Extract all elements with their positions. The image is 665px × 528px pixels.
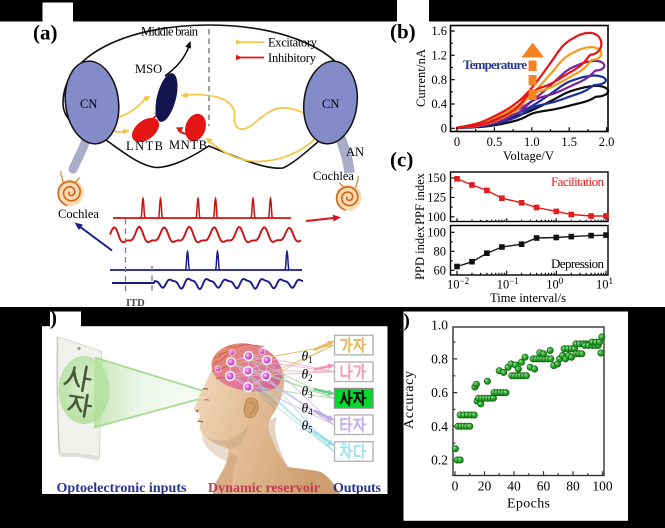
svg-text:(b): (b) — [390, 20, 416, 44]
svg-text:1.6: 1.6 — [431, 24, 447, 38]
svg-text:CN: CN — [80, 97, 97, 111]
svg-text:1.5: 1.5 — [561, 135, 577, 149]
svg-text:Accuracy: Accuracy — [402, 371, 417, 429]
svg-text:Time interval/s: Time interval/s — [490, 291, 566, 305]
svg-text:150: 150 — [427, 171, 446, 185]
svg-text:0: 0 — [441, 122, 447, 136]
svg-text:Outputs: Outputs — [333, 481, 382, 496]
svg-text:θ3: θ3 — [302, 384, 314, 401]
svg-text:1.0: 1.0 — [524, 135, 540, 149]
svg-text:Cochlea: Cochlea — [313, 169, 354, 183]
svg-text:Facilitation: Facilitation — [551, 174, 605, 189]
svg-text:(c): (c) — [390, 148, 413, 172]
svg-text:Excitatory: Excitatory — [268, 36, 318, 50]
svg-text:Temperature: Temperature — [463, 57, 527, 72]
svg-text:Inhibitory: Inhibitory — [268, 51, 317, 65]
svg-text:0.2: 0.2 — [431, 453, 448, 468]
svg-text:40: 40 — [507, 479, 521, 494]
svg-text:(a): (a) — [33, 21, 58, 45]
svg-text:Middle brain: Middle brain — [141, 25, 199, 39]
svg-text:100: 100 — [427, 225, 446, 239]
svg-text:80: 80 — [566, 479, 580, 494]
svg-text:MSO: MSO — [135, 62, 162, 76]
svg-text:1.2: 1.2 — [431, 49, 447, 63]
svg-text:AN: AN — [346, 145, 364, 159]
svg-text:Depression: Depression — [551, 256, 605, 271]
svg-text:0.8: 0.8 — [431, 73, 447, 87]
svg-text:Dynamic reservoir: Dynamic reservoir — [208, 481, 320, 496]
svg-text:Cochlea: Cochlea — [58, 207, 99, 221]
svg-text:0.4: 0.4 — [431, 419, 448, 434]
svg-text:Voltage/V: Voltage/V — [503, 149, 554, 163]
svg-text:θ5: θ5 — [302, 418, 314, 435]
svg-text:Current/nA: Current/nA — [414, 49, 428, 107]
svg-text:1.0: 1.0 — [431, 318, 448, 333]
svg-text:0.5: 0.5 — [487, 135, 503, 149]
svg-text:0.8: 0.8 — [431, 351, 448, 366]
svg-text:0.4: 0.4 — [431, 97, 447, 111]
svg-text:θ2: θ2 — [302, 367, 313, 384]
svg-text:PPF index: PPF index — [413, 172, 427, 225]
svg-text:ITD: ITD — [126, 298, 145, 309]
svg-text:MNTB: MNTB — [169, 138, 207, 152]
svg-text:θ1: θ1 — [302, 349, 313, 366]
svg-text:125: 125 — [427, 190, 446, 204]
svg-text:2.0: 2.0 — [599, 135, 615, 149]
svg-text:60: 60 — [537, 479, 551, 494]
svg-text:0.6: 0.6 — [431, 385, 448, 400]
svg-text:20: 20 — [478, 479, 492, 494]
svg-text:): ) — [404, 311, 410, 332]
svg-text:Epochs: Epochs — [507, 497, 550, 512]
svg-text:80: 80 — [434, 244, 447, 258]
svg-text:0: 0 — [452, 479, 459, 494]
svg-text:θ4: θ4 — [302, 401, 314, 418]
svg-text:Optoelectronic inputs: Optoelectronic inputs — [57, 481, 188, 496]
svg-text:): ) — [50, 306, 57, 330]
svg-text:CN: CN — [322, 97, 339, 111]
svg-text:100: 100 — [592, 479, 613, 494]
svg-text:60: 60 — [434, 263, 447, 277]
svg-text:PPD index: PPD index — [413, 225, 427, 280]
svg-text:0: 0 — [454, 135, 460, 149]
svg-text:100: 100 — [427, 210, 446, 224]
